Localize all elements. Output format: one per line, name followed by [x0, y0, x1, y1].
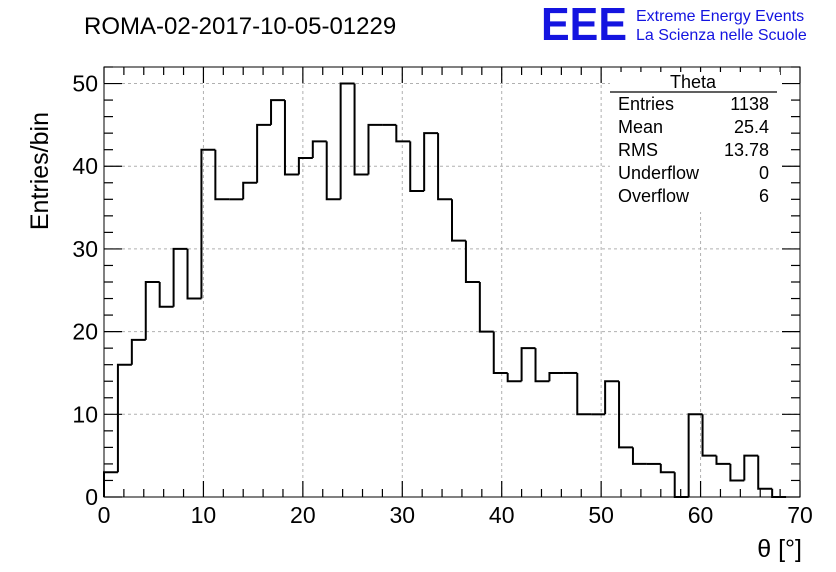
stats-row-value: 13.78: [724, 140, 769, 160]
x-tick-label: 40: [489, 502, 515, 528]
histogram-bin: [200, 148, 216, 299]
x-tick-label: 60: [688, 502, 714, 528]
stats-row-rms: RMS 13.78: [618, 140, 769, 160]
histogram-bin: [437, 133, 452, 201]
histogram-bin: [520, 347, 536, 382]
stats-row-value: 0: [759, 163, 769, 183]
x-tick-label: 10: [191, 502, 217, 528]
histogram-bin: [631, 447, 647, 465]
histogram-bin: [325, 141, 341, 201]
y-tick-label: 40: [72, 153, 98, 179]
histogram-bin: [464, 240, 480, 283]
y-tick-label: 10: [72, 401, 98, 427]
logo-line-1: Extreme Energy Events: [636, 8, 804, 25]
histogram-bin: [492, 331, 508, 374]
logo-line-2: La Scienza nelle Scuole: [636, 27, 807, 44]
histogram-bin: [743, 454, 759, 481]
stats-row-value: 6: [759, 186, 769, 206]
x-tick-label: 20: [290, 502, 316, 528]
chart-title: ROMA-02-2017-10-05-01229: [84, 13, 396, 40]
histogram-bin: [604, 380, 620, 415]
histogram-bin: [297, 156, 313, 175]
x-tick-label: 50: [588, 502, 614, 528]
histogram-bin: [395, 124, 411, 143]
histogram-bin: [701, 414, 717, 457]
histogram-bin: [144, 281, 160, 340]
stats-row-overflow: Overflow 6: [618, 186, 769, 206]
histogram-bin: [757, 455, 773, 490]
y-tick-label: 30: [72, 236, 98, 262]
histogram-bin: [715, 455, 731, 465]
histogram-bin: [534, 348, 550, 383]
histogram-bin: [673, 472, 689, 498]
stats-row-label: Mean: [618, 117, 663, 137]
stats-row-label: Overflow: [618, 186, 690, 206]
stats-row-entries: Entries 1138: [618, 94, 769, 114]
stats-row-value: 1138: [730, 94, 769, 114]
histogram-bin: [270, 99, 285, 125]
histogram-bin: [409, 141, 425, 193]
histogram-bin: [256, 123, 272, 183]
histogram-bin: [576, 372, 592, 416]
histogram-bin: [548, 371, 564, 382]
eee-logo: EEE Extreme Energy Events La Scienza nel…: [541, 0, 807, 50]
histogram-bin: [367, 123, 383, 175]
stats-rows: Entries 1138 Mean 25.4 RMS 13.78 Underflow 0 Ove…: [618, 94, 769, 206]
histogram-bin: [242, 181, 258, 200]
stats-row-label: Underflow: [618, 163, 700, 183]
histogram-bin: [186, 248, 202, 300]
grid: [104, 67, 800, 497]
x-tick-label: 30: [389, 502, 415, 528]
histogram-bin: [659, 463, 675, 474]
histogram-bin: [311, 140, 327, 158]
histogram-bin: [130, 338, 146, 365]
histogram-bin: [618, 381, 633, 449]
histogram-bin: [771, 488, 787, 498]
y-tick-label: 20: [72, 319, 98, 345]
x-tick-label: 0: [98, 502, 111, 528]
histogram-bin: [116, 363, 132, 473]
histogram-bin: [687, 413, 703, 497]
x-axis-label: θ [°]: [757, 535, 802, 563]
histogram-bin: [423, 132, 439, 192]
stats-row-value: 25.4: [734, 117, 769, 137]
histogram-bin: [103, 471, 118, 497]
histogram-bin: [158, 282, 174, 308]
stats-box-background: [610, 72, 780, 212]
histogram-bin: [729, 463, 745, 482]
histogram-bin: [506, 372, 522, 383]
x-tick-label: 70: [787, 502, 813, 528]
stats-row-label: Entries: [618, 94, 674, 114]
histogram-bars: [103, 82, 787, 498]
stats-row-label: RMS: [618, 140, 658, 160]
histogram-bin: [451, 199, 466, 242]
histogram-bin: [339, 82, 355, 200]
stats-title: Theta: [670, 72, 717, 92]
y-axis-label: Entries/bin: [26, 112, 54, 230]
stats-row-mean: Mean 25.4: [618, 117, 769, 137]
y-tick-label: 50: [72, 71, 98, 97]
stats-row-underflow: Underflow 0: [618, 163, 769, 183]
histogram-bin: [478, 282, 494, 333]
histogram-bin: [353, 83, 369, 176]
histogram-bin: [172, 247, 188, 307]
histogram-bin: [283, 100, 299, 176]
logo-mark: EEE: [541, 0, 627, 50]
y-tick-label: 0: [85, 484, 98, 510]
stats-box: Theta Entries 1138 Mean 25.4 RMS 13.78 Underfl…: [610, 72, 780, 212]
histogram-bin: [214, 149, 230, 201]
